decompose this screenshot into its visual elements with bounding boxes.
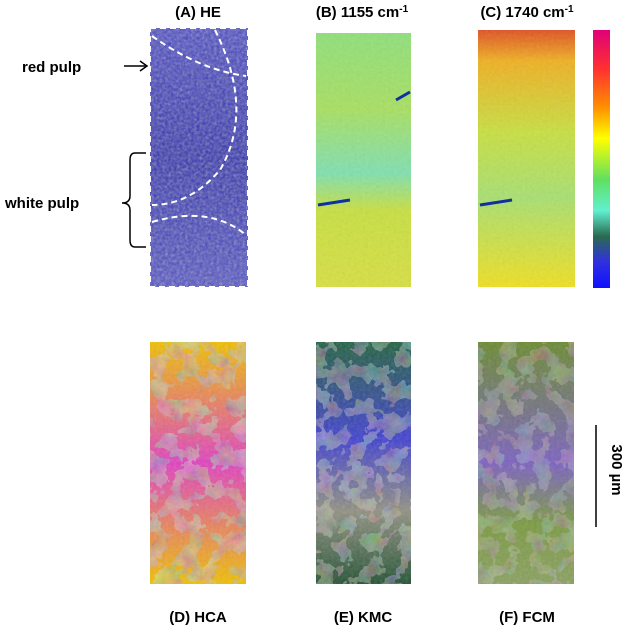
image-c [478,30,575,287]
image-d [150,342,246,584]
white-pulp-label: white pulp [4,195,79,212]
image-f [478,342,574,584]
scale-label: 300 µm [608,444,625,495]
image-a [149,27,249,288]
colorbar [593,30,610,288]
panel-label: (D) HCA [169,609,227,626]
panel-label: (E) KMC [334,609,392,626]
red-pulp-label: red pulp [22,59,81,76]
panel-label: (F) FCM [499,609,555,626]
arrow [121,60,149,248]
image-b [316,33,411,287]
panel-label: (C) 1740 cm-1 [480,4,574,21]
image-e [316,342,411,584]
panel-label: (B) 1155 cm-1 [316,4,409,21]
panel-label: (A) HE [175,4,221,21]
